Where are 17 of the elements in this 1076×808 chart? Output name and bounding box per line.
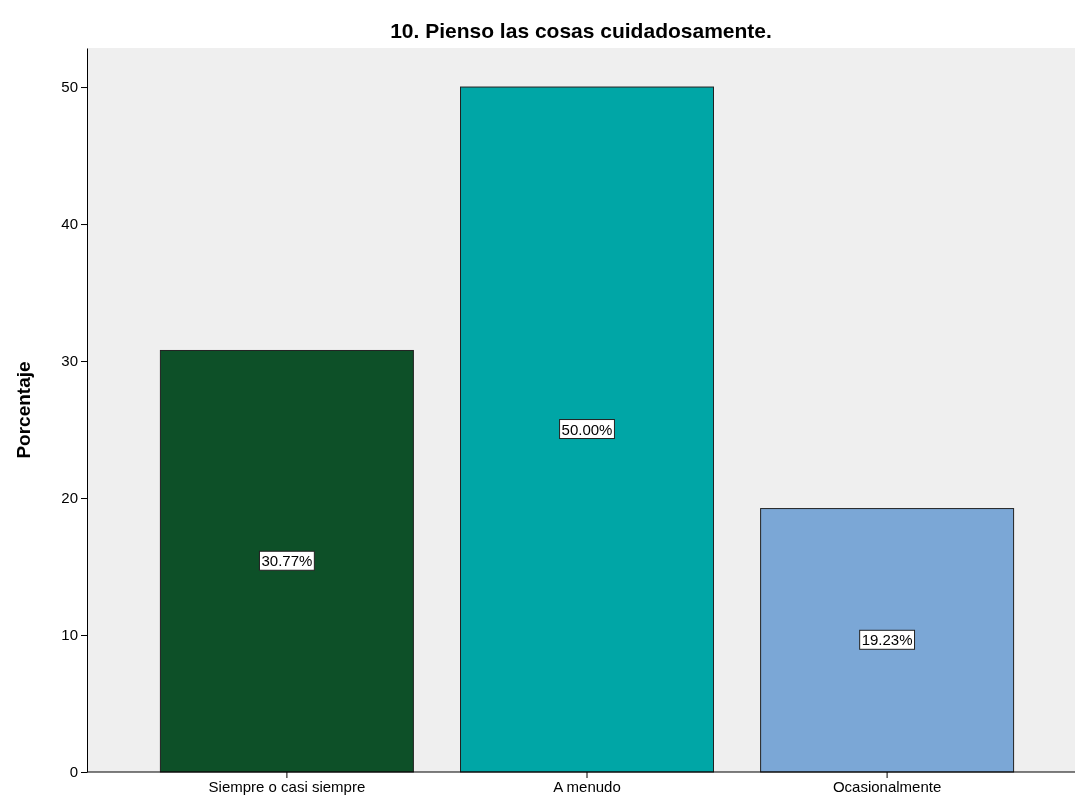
- y-axis-title: Porcentaje: [13, 361, 34, 459]
- chart-title: 10. Pienso las cosas cuidadosamente.: [390, 19, 772, 42]
- y-tick-label: 40: [61, 215, 78, 233]
- bar: [159, 349, 414, 773]
- x-tick-label: A menudo: [553, 777, 621, 795]
- y-tick-label: 20: [61, 489, 78, 507]
- bar: [460, 86, 714, 773]
- x-tick-label: Siempre o casi siempre: [208, 777, 366, 795]
- data-label: 19.23%: [861, 631, 913, 649]
- y-tick-label: 0: [69, 763, 78, 781]
- bar: [760, 508, 1015, 773]
- data-label: 50.00%: [561, 420, 613, 438]
- y-tick-label: 10: [61, 626, 78, 644]
- y-tick-label: 30: [61, 352, 78, 370]
- y-tick-label: 50: [61, 78, 78, 96]
- data-label: 30.77%: [261, 552, 313, 570]
- x-tick-label: Ocasionalmente: [832, 777, 942, 795]
